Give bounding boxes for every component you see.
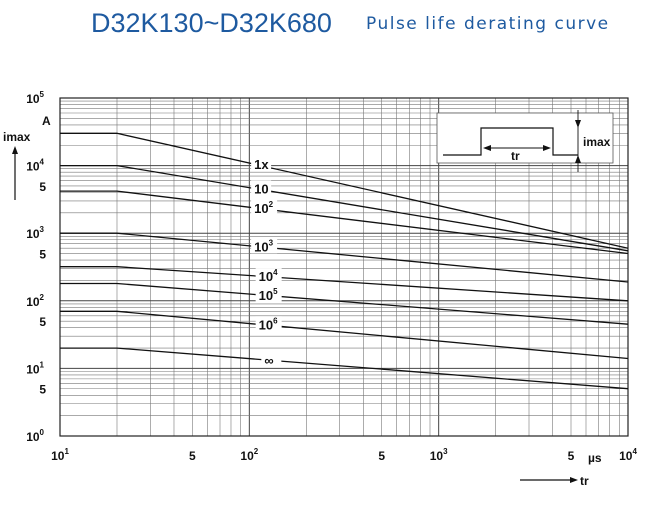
series-label: ∞ [264, 353, 273, 368]
y-axis-arrowhead [12, 146, 18, 154]
tick-label: 5 [378, 449, 385, 463]
tick-label: 103 [26, 225, 44, 241]
x-unit-label: µs [588, 451, 602, 465]
tick-label: 102 [240, 447, 258, 463]
tick-label: 104 [619, 447, 637, 463]
series-label-bg [255, 268, 282, 284]
series-label: 1x [254, 157, 269, 172]
inset-imax-arrow-bottom [575, 155, 581, 163]
series-label: 10 [254, 181, 268, 196]
series-label: 102 [254, 200, 273, 216]
series-label-bg [255, 316, 282, 332]
series-label-bg [251, 199, 278, 215]
pulse-inset: tr imax [436, 110, 614, 172]
tick-label: 102 [26, 293, 44, 309]
series-label: 105 [259, 287, 278, 303]
tick-label: 5 [39, 248, 46, 262]
series-label: 106 [259, 316, 278, 332]
inset-tr-label: tr [511, 149, 520, 163]
tick-label: 5 [189, 449, 196, 463]
tick-label: 5 [568, 449, 575, 463]
tick-label: 5 [39, 180, 46, 194]
series-labels: 1x 10 102 103 104 105 106 ∞ [251, 156, 282, 368]
series-line [60, 266, 629, 302]
chart-title: D32K130~D32K680 [91, 8, 332, 38]
tick-label: 101 [26, 360, 44, 376]
series-label: 104 [259, 268, 278, 284]
series-line [60, 132, 629, 249]
series-label-bg [251, 180, 272, 196]
series-label-bg [261, 351, 282, 367]
series-line [60, 232, 629, 283]
series-label-bg [251, 238, 278, 254]
axis-labels: A imax µs tr [3, 114, 602, 488]
series-label: 103 [254, 238, 273, 254]
tick-label: 5 [39, 315, 46, 329]
inset-imax-label: imax [583, 135, 611, 149]
chart-subtitle: Pulse life derating curve [366, 14, 610, 34]
series-lines [60, 132, 629, 390]
y-axis-label: imax [3, 130, 31, 144]
inset-tr-arrow-left [483, 145, 491, 151]
series-label-bg [255, 286, 282, 302]
series-line [60, 310, 629, 360]
series-line [60, 282, 629, 325]
series-line [60, 190, 629, 255]
y-tick-labels: 100 5 101 5 102 5 103 5 104 105 [26, 90, 46, 444]
series-label-bg [251, 156, 272, 172]
series-line [60, 164, 629, 252]
tick-label: 5 [39, 383, 46, 397]
tick-label: 103 [430, 447, 448, 463]
tick-label: 104 [26, 158, 44, 174]
tick-label: 105 [26, 90, 44, 106]
tick-label: 101 [51, 447, 69, 463]
series-line [60, 347, 629, 390]
x-axis-arrowhead [570, 477, 578, 483]
y-unit-label: A [42, 114, 51, 128]
inset-imax-arrow-top [575, 120, 581, 128]
tick-label: 100 [26, 428, 44, 444]
x-tick-labels: 101 5 102 5 103 5 104 [51, 447, 637, 463]
x-axis-label: tr [580, 474, 589, 488]
inset-tr-arrow-right [543, 145, 551, 151]
inset-pulse [443, 127, 578, 156]
